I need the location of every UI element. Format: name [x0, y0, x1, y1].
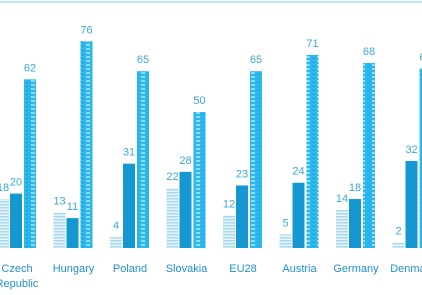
data-label: 28 [179, 155, 191, 167]
data-label: 66 [419, 51, 422, 63]
bar [223, 215, 235, 248]
data-label: 22 [166, 171, 178, 183]
x-tick-label: Czech Republic [0, 263, 39, 290]
data-label: 23 [236, 168, 248, 180]
data-label: 71 [306, 38, 318, 50]
data-label: 31 [123, 147, 135, 159]
bar [80, 41, 93, 248]
x-tick-label: Denmark [390, 263, 422, 275]
x-tick-label: Austria [282, 263, 317, 275]
bar [279, 234, 292, 248]
bar [66, 218, 79, 248]
x-tick-label: Germany [333, 263, 379, 275]
bar [179, 171, 192, 248]
data-label: 62 [24, 62, 36, 74]
data-label: 76 [80, 24, 92, 36]
data-label: 4 [113, 220, 119, 232]
x-tick-label: Slovakia [165, 263, 208, 275]
bar [166, 188, 179, 248]
bar [137, 71, 149, 248]
bar [250, 71, 262, 248]
bar [419, 68, 422, 248]
bar [349, 199, 361, 248]
bar [336, 209, 348, 248]
data-label: 50 [193, 95, 205, 107]
bar [392, 242, 405, 248]
data-label: 65 [137, 54, 149, 66]
bar [53, 212, 66, 248]
data-label: 65 [250, 54, 262, 66]
data-label: 5 [282, 217, 288, 229]
bar [123, 163, 135, 248]
x-tick-label: Hungary [52, 263, 95, 275]
bar [193, 112, 206, 248]
data-label: 14 [336, 193, 348, 205]
bar [10, 193, 22, 248]
bar [292, 182, 305, 248]
data-label: 32 [405, 144, 417, 156]
bar [236, 185, 248, 248]
bar [363, 63, 375, 248]
bar [306, 54, 319, 248]
bar [405, 160, 418, 248]
data-label: 68 [363, 46, 375, 58]
data-label: 24 [292, 166, 304, 178]
data-label: 18 [0, 182, 9, 194]
data-label: 18 [349, 182, 361, 194]
data-label: 11 [67, 201, 78, 213]
data-label: 20 [10, 177, 22, 189]
x-tick-label: EU28 [229, 263, 257, 275]
data-label: 13 [53, 196, 65, 208]
data-label: 12 [223, 198, 235, 210]
bar [0, 199, 9, 248]
bar [24, 79, 36, 248]
data-label: 2 [395, 226, 401, 238]
x-tick-label: Poland [112, 263, 148, 275]
bar [110, 237, 122, 248]
